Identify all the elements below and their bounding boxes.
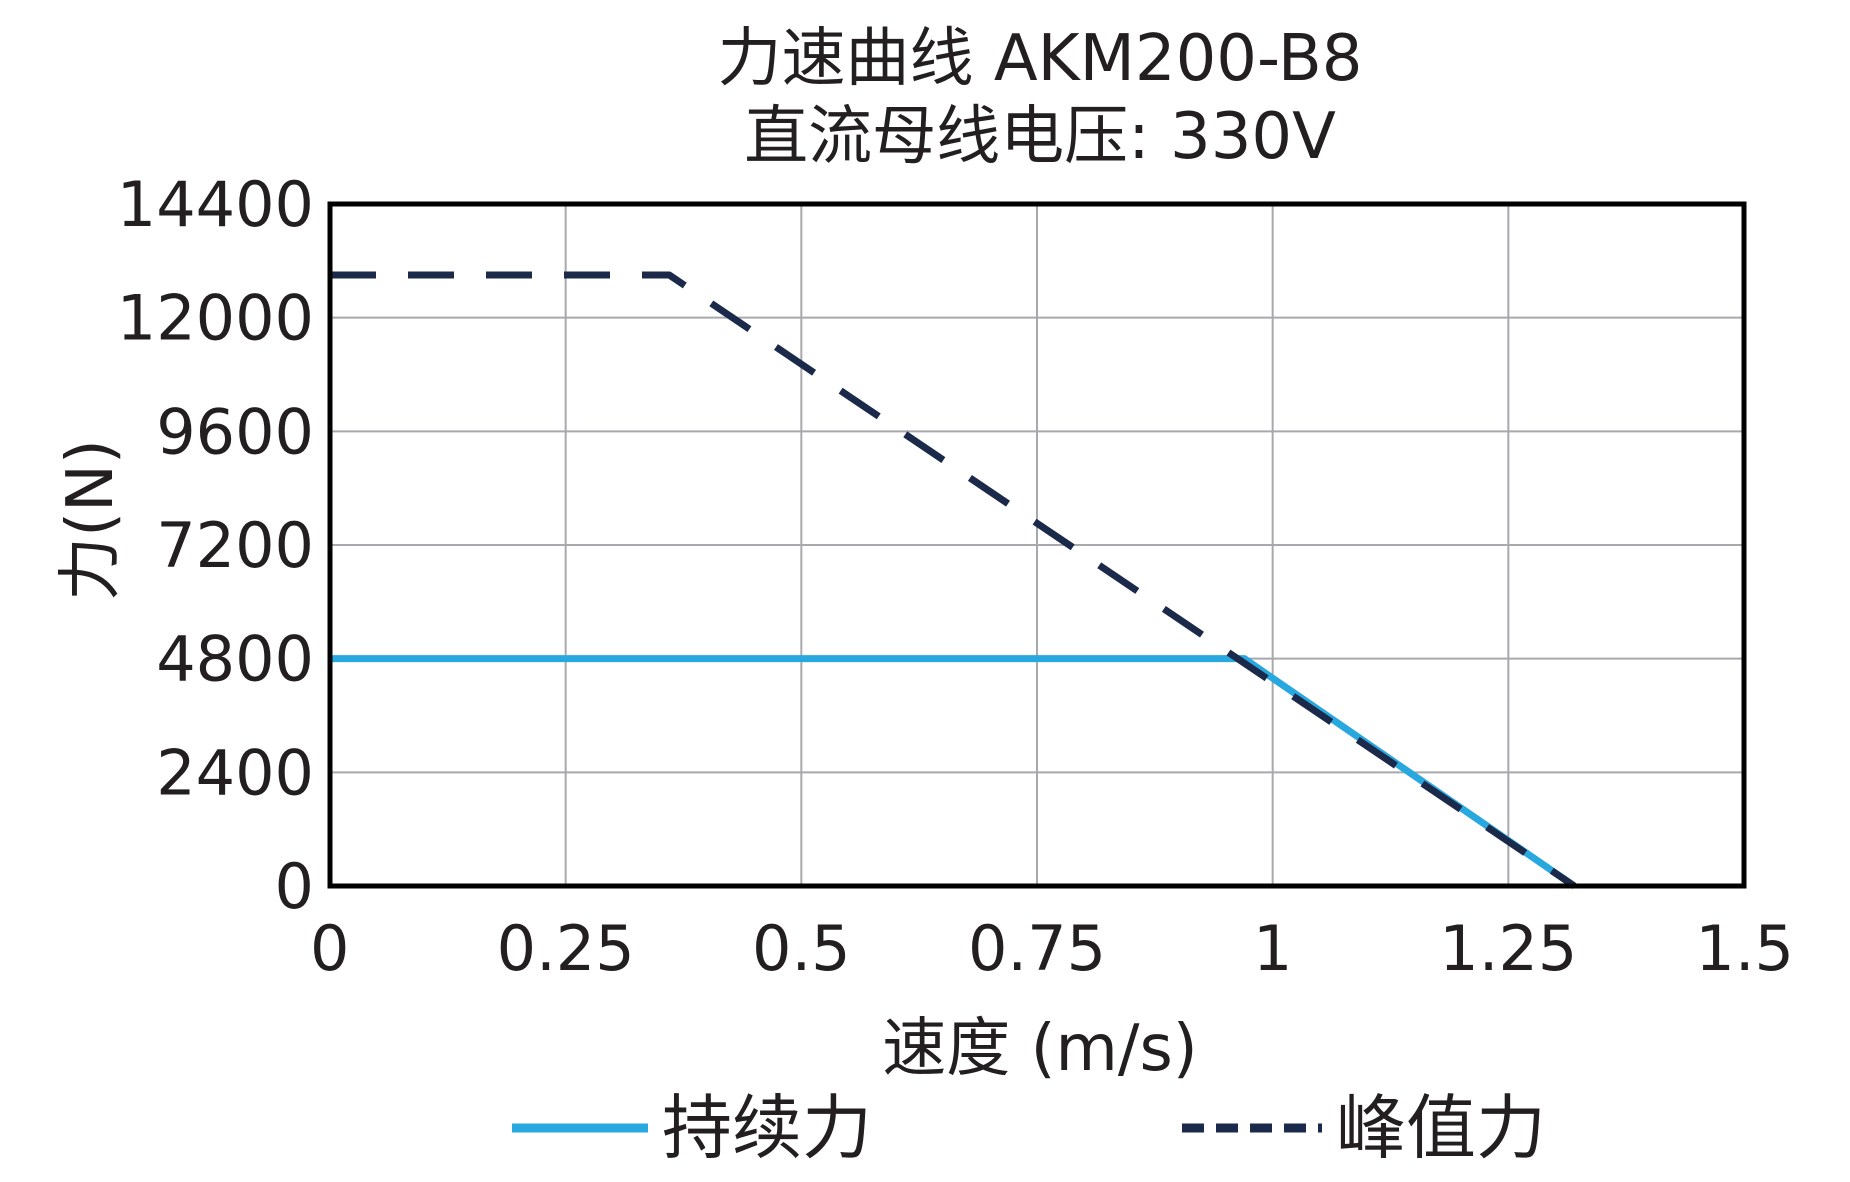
x-tick-label: 1.25 (1439, 912, 1577, 985)
series-line-peak (330, 271, 1577, 889)
x-tick-label: 0.5 (752, 912, 851, 985)
x-tick-label: 1 (1253, 912, 1292, 985)
x-tick-label: 0 (310, 912, 349, 985)
y-tick-label: 9600 (156, 395, 314, 468)
legend-label-peak: 峰值力 (1336, 1087, 1546, 1169)
y-axis-ticks: 0 2400 4800 7200 9600 12000 14400 (117, 168, 314, 923)
chart-title: 力速曲线 AKM200-B8 (718, 22, 1363, 96)
y-tick-label: 0 (275, 850, 314, 923)
y-axis-label: 力(N) (54, 439, 128, 601)
y-tick-label: 14400 (117, 168, 314, 241)
y-tick-label: 4800 (156, 623, 314, 696)
series-line-continuous (330, 655, 1577, 889)
plot-frame (327, 201, 1747, 889)
legend: 持续力 峰值力 (512, 1087, 1546, 1169)
x-axis-ticks: 0 0.25 0.5 0.75 1 1.25 1.5 (310, 912, 1794, 985)
y-tick-label: 12000 (117, 282, 314, 355)
y-tick-label: 2400 (156, 736, 314, 809)
series-lines (330, 271, 1577, 889)
x-tick-label: 0.75 (968, 912, 1106, 985)
y-tick-label: 7200 (156, 509, 314, 582)
x-tick-label: 1.5 (1695, 912, 1794, 985)
x-axis-label: 速度 (m/s) (882, 1012, 1198, 1086)
grid-lines (329, 203, 1745, 887)
x-tick-label: 0.25 (497, 912, 635, 985)
chart-subtitle: 直流母线电压: 330V (744, 100, 1336, 174)
legend-label-continuous: 持续力 (662, 1087, 872, 1169)
